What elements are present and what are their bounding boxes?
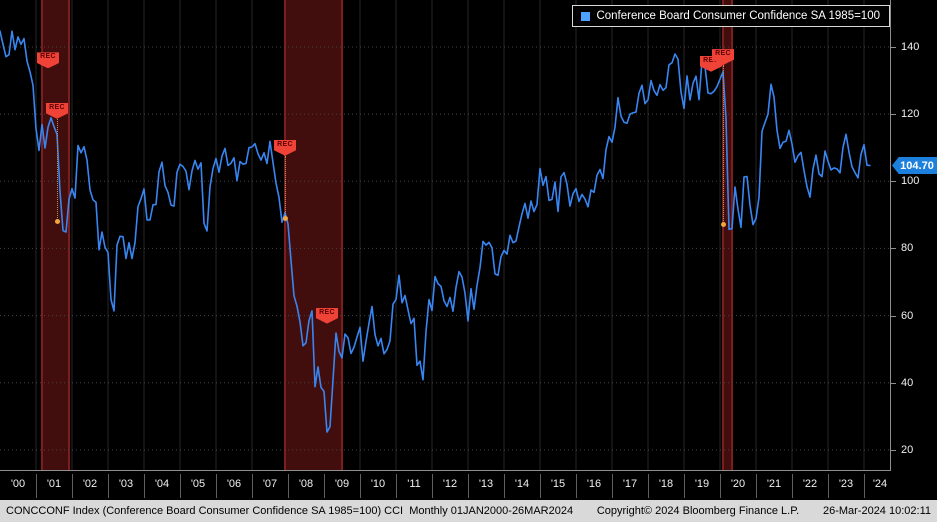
y-tick-label: 40 xyxy=(901,376,914,389)
y-tick-label: 120 xyxy=(901,108,920,121)
x-tick-label: '23 xyxy=(838,478,854,490)
plot-area[interactable]: REC REC REC REC REC REC Conference Board Cons… xyxy=(0,0,890,470)
x-axis-separator xyxy=(252,474,253,498)
x-axis-separator xyxy=(576,474,577,498)
x-axis-separator xyxy=(468,474,469,498)
x-tick-label: '05 xyxy=(190,478,206,490)
x-tick-label: '14 xyxy=(514,478,530,490)
y-tick-label: 20 xyxy=(901,443,914,456)
recession-flag[interactable]: REC xyxy=(46,102,68,119)
x-axis-separator xyxy=(144,474,145,498)
status-copyright: Copyright© 2024 Bloomberg Finance L.P. xyxy=(596,505,800,517)
x-tick-label: '08 xyxy=(298,478,314,490)
x-axis-separator xyxy=(828,474,829,498)
x-axis-separator xyxy=(288,474,289,498)
y-tick-mark xyxy=(891,449,896,451)
x-axis-separator xyxy=(360,474,361,498)
status-timestamp: 26-Mar-2024 10:02:11 xyxy=(822,505,931,517)
status-security-info: CONCCONF Index (Conference Board Consume… xyxy=(6,505,574,517)
x-tick-label: '19 xyxy=(694,478,710,490)
x-tick-label: '16 xyxy=(586,478,602,490)
x-axis-separator xyxy=(756,474,757,498)
x-tick-label: '13 xyxy=(478,478,494,490)
x-tick-label: '06 xyxy=(226,478,242,490)
x-tick-label: '04 xyxy=(154,478,170,490)
x-tick-label: '01 xyxy=(46,478,62,490)
x-axis-separator xyxy=(540,474,541,498)
x-axis-separator xyxy=(324,474,325,498)
x-axis-separator xyxy=(72,474,73,498)
x-axis: '00 '01 '02 '03 '04 '05 '06 '07 '08 '09 '10 '11 '12 '… xyxy=(0,470,891,501)
x-axis-separator xyxy=(792,474,793,498)
x-axis-separator xyxy=(216,474,217,498)
recession-flag[interactable]: REC xyxy=(274,139,296,156)
x-axis-separator xyxy=(180,474,181,498)
legend-swatch-icon xyxy=(581,11,591,21)
x-tick-label: '17 xyxy=(622,478,638,490)
x-axis-separator xyxy=(36,474,37,498)
x-axis-separator xyxy=(432,474,433,498)
x-tick-label: '24 xyxy=(872,478,888,490)
x-tick-label: '20 xyxy=(730,478,746,490)
x-tick-label: '00 xyxy=(10,478,26,490)
y-tick-mark xyxy=(891,382,896,384)
x-tick-label: '12 xyxy=(442,478,458,490)
y-tick-mark xyxy=(891,114,896,116)
legend-label: Conference Board Consumer Confidence SA … xyxy=(596,10,880,22)
event-markers-layer: REC REC REC REC REC REC xyxy=(37,49,734,324)
recession-flag[interactable]: REC xyxy=(37,52,59,69)
x-tick-label: '22 xyxy=(802,478,818,490)
legend[interactable]: Conference Board Consumer Confidence SA … xyxy=(572,5,890,27)
y-tick-mark xyxy=(891,315,896,317)
x-tick-label: '21 xyxy=(766,478,782,490)
x-axis-separator xyxy=(612,474,613,498)
y-tick-label: 60 xyxy=(901,309,914,322)
x-axis-separator xyxy=(720,474,721,498)
x-tick-label: '03 xyxy=(118,478,134,490)
x-tick-label: '02 xyxy=(82,478,98,490)
status-bar: CONCCONF Index (Conference Board Consume… xyxy=(0,500,937,522)
y-tick-mark xyxy=(891,47,896,48)
x-axis-separator xyxy=(108,474,109,498)
x-tick-label: '11 xyxy=(407,478,421,490)
x-axis-separator xyxy=(504,474,505,498)
recession-flag[interactable]: REC xyxy=(712,49,734,66)
y-tick-label: 80 xyxy=(901,242,914,255)
line-chart-canvas[interactable] xyxy=(0,0,890,470)
recession-flag[interactable]: REC xyxy=(316,307,338,324)
x-axis-separator xyxy=(396,474,397,498)
x-axis-separator xyxy=(864,474,865,498)
y-tick-label: 100 xyxy=(901,175,920,188)
y-tick-mark xyxy=(891,248,896,250)
x-tick-label: '10 xyxy=(370,478,386,490)
x-axis-separator xyxy=(684,474,685,498)
x-tick-label: '07 xyxy=(262,478,278,490)
y-tick-label: 140 xyxy=(901,41,920,53)
y-axis: 104.70 140 120 100 80 60 40 20 xyxy=(890,0,937,471)
y-tick-mark xyxy=(891,181,896,183)
x-tick-label: '15 xyxy=(550,478,566,490)
x-axis-separator xyxy=(648,474,649,498)
x-tick-label: '18 xyxy=(658,478,674,490)
x-tick-label: '09 xyxy=(334,478,350,490)
last-price-badge: 104.70 xyxy=(892,157,937,174)
